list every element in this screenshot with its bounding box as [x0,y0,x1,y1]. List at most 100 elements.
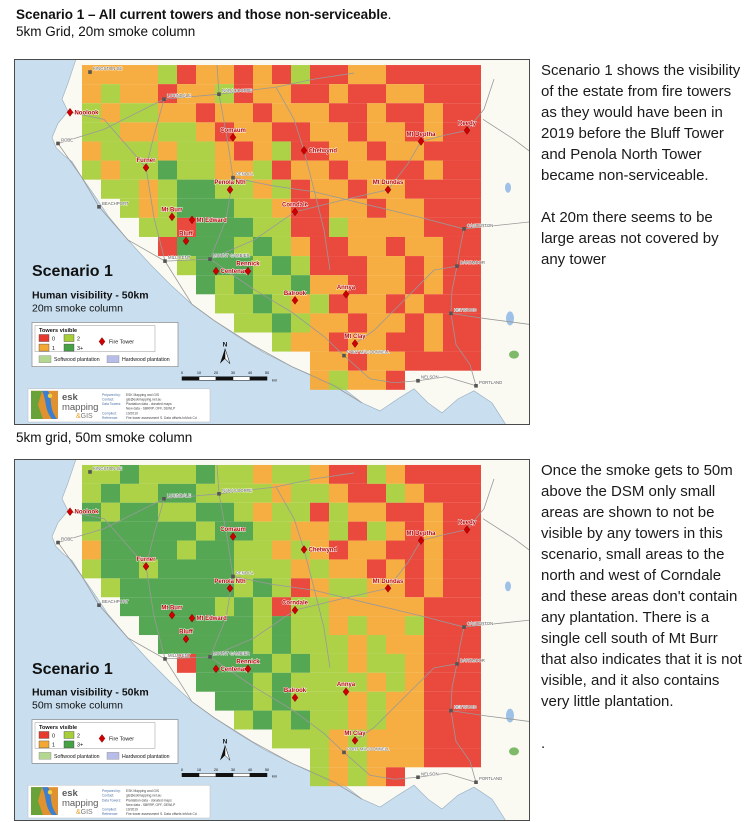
map-50m-smoke-column: KINGSTON SE ROBE LUCINDALE NARACOORTE BEACHP… [14,459,530,821]
fire-towers: Noolook Furner Comaum Chetwynd Penola Nth Cor… [66,507,477,745]
page-title: Scenario 1 – All current towers and thos… [16,7,391,22]
town-marker [208,655,212,659]
legend: Towers visible 0 2 1 3+ Fire Tower Softwood pl… [31,322,179,367]
north-arrow: N [220,342,231,364]
legend-fire-tower-label: Fire Tower [109,736,134,742]
map-frame [14,459,530,821]
scale-tick-label: 10 [197,767,201,772]
fire-tower-marker [342,289,350,299]
credit-value: Plantation data - donated maps [126,798,172,802]
legend-title: Towers visible [39,725,77,731]
fire-tower-marker [168,610,176,620]
fire-tower-marker [66,107,74,117]
fire-tower-marker [182,236,190,246]
town-label: DARTMOOR [460,260,485,265]
note-20m-paragraph-2: At 20m there seems to be large areas not… [541,209,719,268]
legend-hardwood-swatch [106,355,120,363]
fire-tower-label: Noolook [75,110,100,116]
credit-value: Plantation data - donated maps [126,402,172,406]
town-marker [162,97,166,102]
scale-tick-label: 50 [265,370,270,375]
town-marker [342,353,346,358]
town-label: NELSON [421,375,439,380]
town-label: NARACOORTE [222,488,252,493]
fire-tower-label: Reedy [458,520,477,526]
credit-label: Reference: [102,812,118,816]
note-20m-paragraph-1: Scenario 1 shows the visibility of the e… [541,62,741,184]
town-label: PORTLAND [479,380,502,385]
svg-text:N: N [223,738,228,745]
fire-tower-marker [417,137,425,146]
fire-tower-marker [229,532,237,541]
credit-label: Contact: [102,397,114,401]
credit-value: 10/2019 [126,807,138,811]
map-scenario-title: Scenario 1 [32,262,113,280]
town-label: ROBE [61,137,73,142]
town-label: MOUNT GAMBIER [213,651,250,656]
fire-tower-label: Annya [337,682,356,688]
forest-patch [509,350,519,359]
fire-tower-label: Chetwynd [309,149,338,155]
credit-label: Data Towers: [102,402,121,406]
town-marker [416,378,420,383]
town-label: LUCINDALE [167,493,191,498]
legend-title: Towers visible [39,328,77,334]
town-label: BEACHPORT [102,599,129,604]
town-marker [455,662,459,666]
fire-tower-marker [142,562,150,571]
credit-label: Prepared by: [102,393,121,397]
fire-tower-label: Centenary [221,667,251,673]
town-label: ROBE [61,537,73,542]
logo-text-esk: esk [62,788,79,799]
town-marker [97,204,101,209]
town-marker [88,70,92,74]
town-marker [56,540,60,545]
legend-swatch [38,731,50,739]
page-title-bold: Scenario 1 – All current towers and thos… [16,7,388,22]
fire-tower-marker [291,605,299,615]
scale-unit-label: km [272,774,277,779]
legend-swatch [63,740,75,749]
logo-text-esk: esk [62,392,79,403]
legend-swatch-label: 0 [52,733,55,739]
town-marker [231,574,235,579]
town-label: DARTMOOR [460,658,485,663]
svg-text:N: N [223,342,228,349]
scale-tick-label: 30 [231,767,235,772]
credit-label: Contact: [102,794,114,798]
fire-tower-label: Mt Dundas [373,180,404,186]
visibility-grid [82,65,481,390]
towns: KINGSTON SE ROBE LUCINDALE NARACOORTE BEACHP… [56,66,503,388]
fire-tower-label: Corndale [282,202,309,208]
logo-text-gis: &GIS [76,413,93,420]
lake-patch [505,581,511,592]
scale-tick-label: 30 [231,370,236,375]
town-label: LUCINDALE [167,93,191,98]
fire-tower-label: Annya [337,285,356,291]
legend-softwood-label: Softwood plantation [54,754,100,760]
legend-swatch-label: 0 [52,336,55,342]
legend-hardwood-swatch [106,752,120,760]
town-marker [163,259,167,263]
fire-towers: Noolook Furner Comaum Chetwynd Penola Nth Cor… [66,107,477,348]
fire-tower-label: Mt Deptha [407,531,437,537]
fire-tower-marker [351,339,359,348]
visibility-grid [82,464,481,787]
map-20m-smoke-column: KINGSTON SE ROBE LUCINDALE NARACOORTE BEACHP… [14,59,530,425]
fire-tower-label: Reedy [458,121,477,127]
fire-tower-marker [291,693,299,702]
fire-tower-marker [229,133,237,142]
fire-tower-label: Furner [137,557,157,563]
scale-tick-label: 20 [214,767,218,772]
town-label: PORT MACDONNELL [347,746,390,751]
town-label: PENOLA [236,172,254,177]
scale-tick-label: 10 [197,370,202,375]
town-marker [455,264,459,268]
credit-label: Data Towers: [102,798,121,802]
map-scenario-title: Scenario 1 [32,661,113,678]
note-20m: Scenario 1 shows the visibility of the e… [541,60,743,291]
town-label: KINGSTON SE [93,66,122,71]
town-label: MOUNT GAMBIER [213,253,250,258]
fire-tower-label: Furner [137,158,157,164]
town-label: KINGSTON SE [93,466,122,471]
